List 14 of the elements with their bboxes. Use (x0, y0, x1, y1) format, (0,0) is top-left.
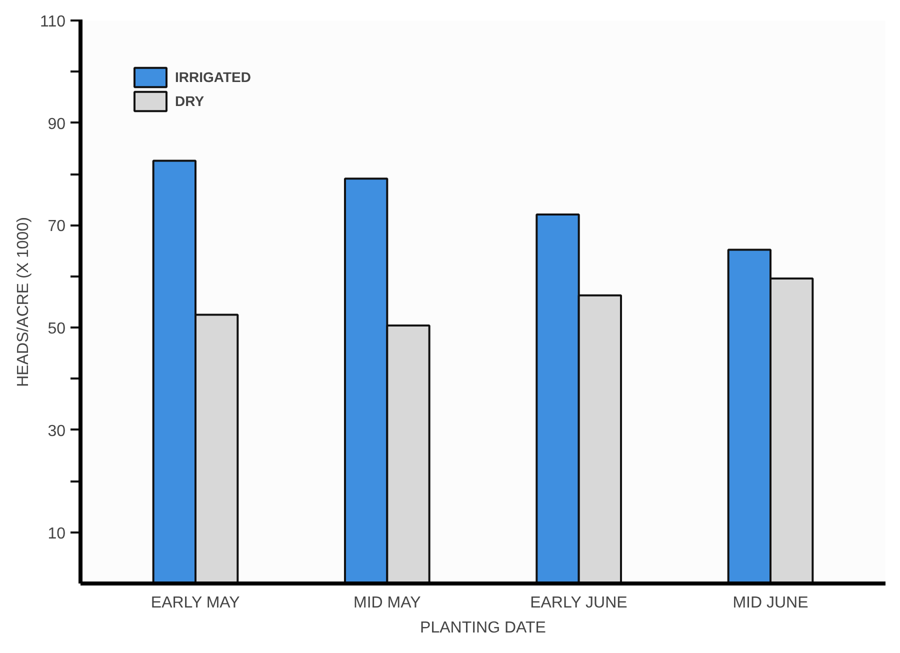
y-tick-label: 90 (48, 116, 66, 133)
y-tick-label: 70 (48, 218, 66, 236)
x-tick-label: MID JUNE (732, 594, 808, 612)
y-tick-label: 50 (48, 320, 66, 338)
x-tick-label: MID MAY (354, 594, 422, 612)
legend-label: DRY (175, 93, 204, 109)
y-tick-label: 110 (40, 14, 66, 30)
y-tick-label: 30 (48, 422, 66, 440)
x-axis-title: PLANTING DATE (420, 620, 546, 636)
y-axis-title: HEADS/ACRE (X 1000) (14, 217, 32, 387)
legend-label: IRRIGATED (175, 69, 251, 85)
y-tick-label: 10 (48, 525, 66, 542)
x-tick-label: EARLY MAY (150, 594, 240, 612)
x-tick-label: EARLY JUNE (530, 594, 628, 612)
